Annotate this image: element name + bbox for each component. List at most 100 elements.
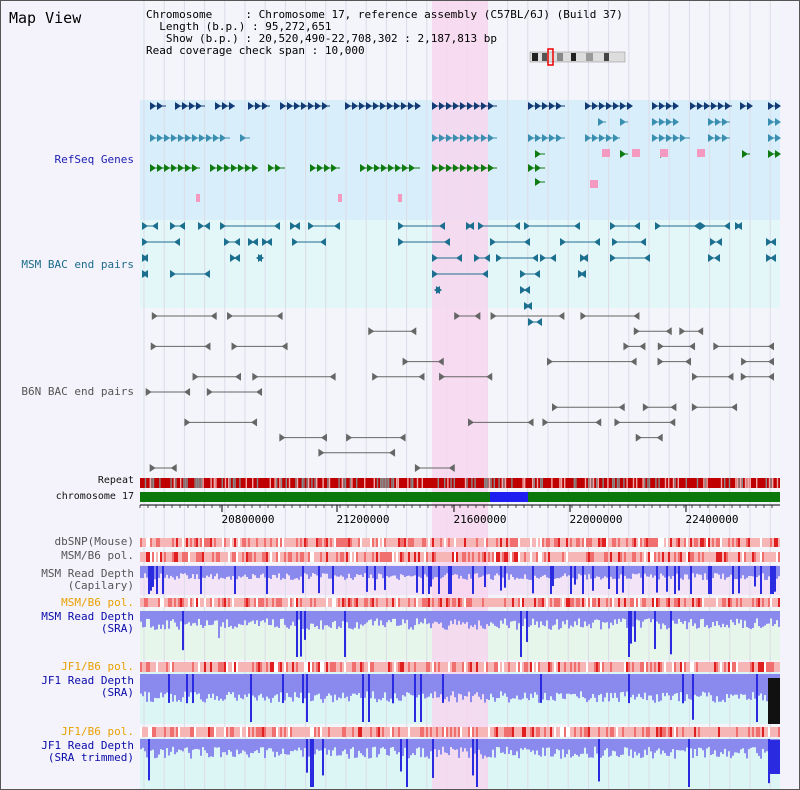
heat-cell bbox=[180, 727, 182, 737]
track-label-jf1-depth-trimmed[interactable]: JF1 Read Depth (SRA trimmed) bbox=[41, 739, 134, 764]
heat-cell bbox=[506, 662, 508, 672]
depth-bar bbox=[404, 739, 406, 748]
exon-arrow bbox=[189, 102, 195, 110]
depth-bar bbox=[294, 674, 296, 693]
depth-bar bbox=[472, 611, 474, 628]
depth-bar bbox=[336, 566, 338, 577]
heat-cell bbox=[720, 727, 722, 737]
repeat-element bbox=[410, 478, 412, 488]
heat-cell bbox=[448, 727, 450, 737]
depth-bar bbox=[452, 674, 454, 692]
heat-cell bbox=[186, 662, 188, 672]
heat-cell bbox=[460, 552, 462, 562]
depth-bar bbox=[648, 674, 650, 696]
heat-cell bbox=[766, 552, 768, 562]
heat-cell bbox=[314, 727, 316, 737]
depth-bar bbox=[380, 611, 382, 621]
depth-bar bbox=[664, 739, 666, 754]
heat-cell bbox=[602, 662, 604, 672]
depth-bar bbox=[214, 566, 216, 577]
depth-bar bbox=[174, 566, 176, 580]
exon-arrow bbox=[627, 102, 633, 110]
msm-bac-pair bbox=[474, 254, 490, 262]
heat-cell bbox=[244, 662, 246, 672]
depth-bar bbox=[472, 674, 474, 696]
heat-cell bbox=[168, 598, 170, 607]
depth-bar bbox=[254, 739, 256, 752]
heat-cell bbox=[414, 662, 416, 672]
heat-cell bbox=[334, 727, 336, 737]
track-label-b6n-bac[interactable]: B6N BAC end pairs bbox=[21, 385, 134, 398]
track-label-dbsnp[interactable]: dbSNP(Mouse) bbox=[54, 535, 134, 548]
heat-cell bbox=[676, 727, 678, 737]
depth-bar bbox=[224, 566, 226, 579]
heat-cell bbox=[266, 598, 268, 607]
heat-cell bbox=[248, 598, 250, 607]
track-label-msm-bac[interactable]: MSM BAC end pairs bbox=[21, 258, 134, 271]
heat-cell bbox=[358, 552, 360, 562]
heat-cell bbox=[484, 552, 486, 562]
track-label-jf1-b6-pol-2[interactable]: JF1/B6 pol. bbox=[61, 725, 134, 738]
heat-cell bbox=[604, 662, 606, 672]
heat-cell bbox=[470, 598, 472, 607]
track-label-msm-depth-capilary[interactable]: MSM Read Depth (Capilary) bbox=[41, 567, 134, 592]
heat-cell bbox=[374, 727, 376, 737]
heat-cell bbox=[660, 598, 662, 607]
track-label-jf1-b6-pol[interactable]: JF1/B6 pol. bbox=[61, 660, 134, 673]
depth-bar bbox=[694, 611, 696, 624]
heat-cell bbox=[474, 538, 476, 547]
heat-cell bbox=[210, 538, 212, 547]
msm-bac-pair bbox=[578, 270, 586, 278]
depth-bar bbox=[504, 611, 506, 619]
depth-bar bbox=[718, 674, 720, 702]
heat-cell bbox=[494, 552, 496, 562]
heat-cell bbox=[142, 538, 144, 547]
heat-cell bbox=[256, 538, 258, 547]
track-label-jf1-depth-sra[interactable]: JF1 Read Depth (SRA) bbox=[41, 674, 134, 699]
track-label-msm-depth-sra[interactable]: MSM Read Depth (SRA) bbox=[41, 610, 134, 635]
heat-cell bbox=[674, 538, 676, 547]
heat-cell bbox=[240, 598, 242, 607]
heat-cell bbox=[204, 727, 206, 737]
heat-cell bbox=[470, 727, 472, 737]
heat-cell bbox=[488, 662, 490, 672]
heat-cell bbox=[278, 727, 280, 737]
track-label-msm-b6-pol-2[interactable]: MSM/B6 pol. bbox=[61, 596, 134, 609]
heat-cell bbox=[562, 598, 564, 607]
pink-feature bbox=[338, 194, 342, 202]
heat-cell bbox=[356, 538, 358, 547]
heat-cell bbox=[386, 662, 388, 672]
depth-bar bbox=[716, 611, 718, 622]
track-label-msm-b6-pol[interactable]: MSM/B6 pol. bbox=[61, 549, 134, 562]
heat-cell bbox=[414, 727, 416, 737]
exon-arrow bbox=[446, 102, 452, 110]
heat-cell bbox=[266, 662, 268, 672]
heat-cell bbox=[594, 598, 596, 607]
depth-bar bbox=[580, 674, 582, 692]
heat-cell bbox=[268, 727, 270, 737]
msm-bac-pair bbox=[198, 222, 210, 230]
depth-bar bbox=[388, 739, 390, 756]
track-label-chromosome: chromosome 17 bbox=[55, 491, 134, 502]
depth-bar bbox=[640, 674, 642, 698]
b6n-bac-pair bbox=[279, 433, 327, 442]
heat-cell bbox=[408, 727, 410, 737]
heat-cell bbox=[290, 538, 292, 547]
depth-bar bbox=[572, 566, 574, 578]
depth-bar bbox=[220, 566, 222, 578]
heat-cell bbox=[258, 727, 260, 737]
track-label-refseq[interactable]: RefSeq Genes bbox=[54, 153, 134, 166]
heat-cell bbox=[580, 598, 582, 607]
heat-cell bbox=[764, 598, 766, 607]
depth-bar bbox=[194, 566, 196, 580]
depth-bar bbox=[494, 611, 496, 626]
msm-bac-pair bbox=[610, 254, 650, 262]
refseq-gene bbox=[768, 102, 781, 110]
heat-cell bbox=[558, 538, 560, 547]
heat-cell bbox=[226, 662, 228, 672]
heat-cell bbox=[516, 538, 518, 547]
depth-bar bbox=[522, 566, 524, 579]
b6n-bac-pair bbox=[679, 327, 704, 336]
depth-bar bbox=[488, 611, 490, 626]
